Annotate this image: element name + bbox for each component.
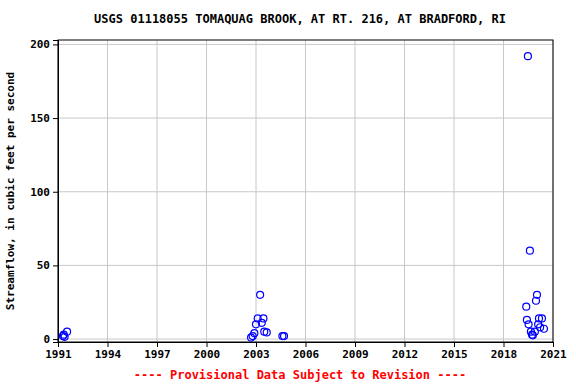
data-point [258,319,265,326]
x-tick-mark [157,342,158,347]
y-tick: 150 [30,112,58,125]
x-tick-label: 1991 [45,348,72,361]
x-tick-label: 2015 [441,348,468,361]
x-tick-mark [504,342,505,347]
y-axis-title: Streamflow, in cubic feet per second [4,72,17,310]
data-point [538,315,545,322]
data-point [525,321,532,328]
x-tick-mark [207,342,208,347]
x-tick-label: 2009 [342,348,369,361]
y-tick-label: 150 [30,112,50,125]
x-tick-mark [108,342,109,347]
grid [58,40,553,342]
title: USGS 01118055 TOMAQUAG BROOK, AT RT. 216… [94,12,506,26]
x-tick-label: 2018 [491,348,518,361]
y-tick: 50 [37,259,58,272]
data-point [523,316,530,323]
x-tick-label: 1997 [144,348,171,361]
annotation: ---- Provisional Data Subject to Revisio… [134,368,466,382]
y-tick-label: 200 [30,38,50,51]
data-point [257,291,264,298]
y-tick-mark [53,192,58,193]
y-tick-label: 0 [43,333,50,346]
x-tick: 2021 [540,342,567,361]
data-point [251,330,258,337]
x-tick: 1994 [95,342,122,361]
data-point [526,247,533,254]
x-tick-mark [355,342,356,347]
x-tick-label: 2003 [243,348,270,361]
y-tick-label: 50 [37,259,50,272]
x-tick-mark [553,342,554,347]
x-tick-label: 2000 [194,348,221,361]
x-tick: 2006 [293,342,320,361]
y-grid-line [58,265,553,266]
chart: 1991199419972000200320062009201220152018… [0,0,576,384]
x-tick-mark [256,342,257,347]
x-tick-label: 1994 [95,348,122,361]
y-tick-mark [53,265,58,266]
x-grid-line [157,40,158,342]
y-tick-label: 100 [30,186,50,199]
y-axis: 0 50 100 150 200 [30,38,58,346]
plot-frame [58,40,553,342]
x-tick-mark [454,342,455,347]
data-point [64,328,71,335]
points [59,53,547,341]
data-point [523,303,530,310]
data-point [263,329,270,336]
x-tick: 2018 [491,342,518,361]
data-point [524,53,531,60]
x-grid-line [454,40,455,342]
y-grid-line [58,339,553,340]
y-tick: 0 [43,333,58,346]
data-point [540,325,547,332]
y-tick-mark [53,44,58,45]
y-grid-line [58,118,553,119]
y-grid-line [58,44,553,45]
y-tick: 100 [30,186,58,199]
x-tick-label: 2021 [540,348,567,361]
x-tick: 2009 [342,342,369,361]
x-tick-mark [405,342,406,347]
x-tick: 2012 [392,342,419,361]
x-axis-line [59,343,554,348]
data-point [533,291,540,298]
x-axis: 1991 1994 1997 2000 2003 2006 2009 2012 2015 2018… [45,342,567,361]
x-tick: 2003 [243,342,270,361]
x-grid-line [404,40,405,342]
x-grid-line [305,40,306,342]
y-tick-mark [53,118,58,119]
x-grid-line [206,40,207,342]
y-tick-mark [53,339,58,340]
data-point [281,333,288,340]
x-tick-label: 2006 [293,348,320,361]
data-point [260,315,267,322]
y-tick: 200 [30,38,58,51]
y-grid-line [58,191,553,192]
x-grid-line [107,40,108,342]
x-tick: 1997 [144,342,171,361]
x-tick: 2015 [441,342,468,361]
x-tick-label: 2012 [392,348,419,361]
x-tick: 2000 [194,342,221,361]
x-grid-line [503,40,504,342]
x-grid-line [256,40,257,342]
x-tick-mark [306,342,307,347]
x-grid-line [355,40,356,342]
